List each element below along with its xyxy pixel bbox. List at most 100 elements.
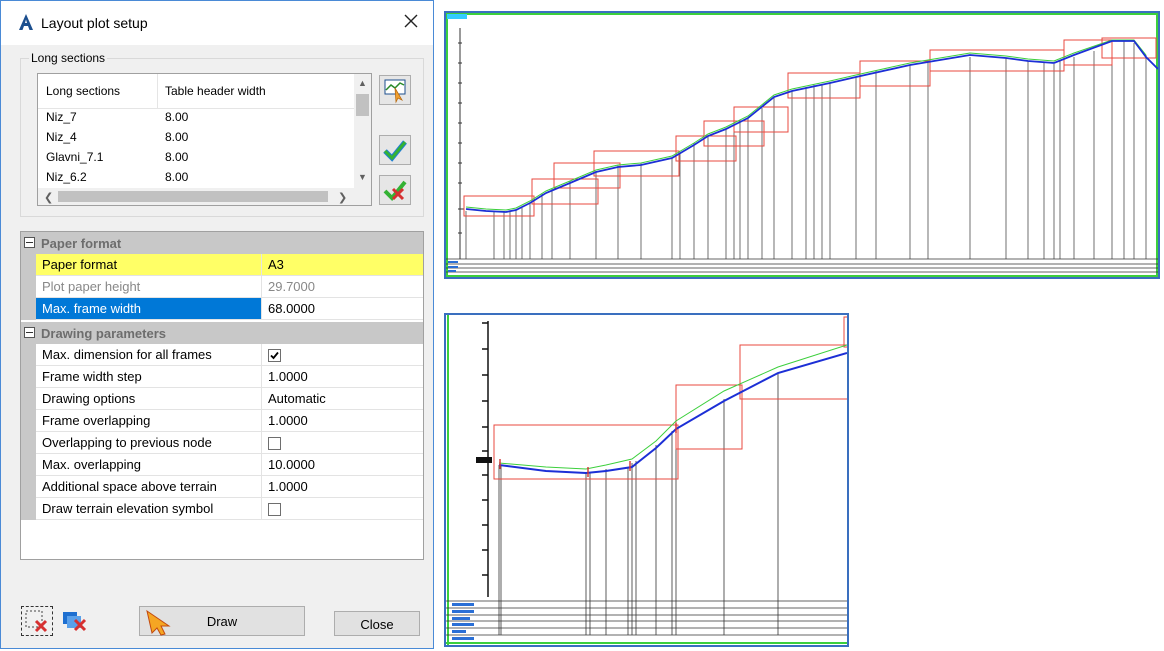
list-item-name: Niz_4 xyxy=(46,130,77,144)
row-gutter xyxy=(21,432,36,454)
prop-drawing-options[interactable]: Drawing options Automatic xyxy=(21,388,423,410)
list-item-name: Glavni_7.1 xyxy=(46,150,104,164)
category-label: Paper format xyxy=(41,236,122,251)
scroll-up-icon[interactable]: ▲ xyxy=(358,78,367,88)
autocad-a-icon xyxy=(19,14,33,30)
delete-frame-button[interactable] xyxy=(21,606,53,636)
prop-max-dimension-all-frames[interactable]: Max. dimension for all frames xyxy=(21,344,423,366)
prop-name: Frame overlapping xyxy=(36,410,262,431)
prop-max-frame-width[interactable]: Max. frame width 68.0000 xyxy=(21,298,423,320)
list-header: Long sections Table header width xyxy=(38,74,354,109)
checkbox-unchecked[interactable] xyxy=(268,437,281,450)
close-icon[interactable] xyxy=(401,11,421,31)
row-gutter xyxy=(21,366,36,388)
category-paper-format[interactable]: Paper format xyxy=(21,232,423,254)
check-all-icon xyxy=(383,140,407,162)
row-gutter xyxy=(21,344,36,366)
prop-overlap-previous-node[interactable]: Overlapping to previous node xyxy=(21,432,423,454)
select-all-button[interactable] xyxy=(379,135,411,165)
prop-value[interactable]: 10.0000 xyxy=(268,457,315,472)
scroll-left-icon[interactable]: ❮ xyxy=(44,192,54,204)
property-grid: Paper format Paper format A3 Plot paper … xyxy=(20,231,424,560)
value-highlight xyxy=(262,254,423,275)
deselect-all-button[interactable] xyxy=(379,175,411,205)
row-gutter xyxy=(21,476,36,498)
list-item-width: 8.00 xyxy=(165,170,189,184)
frame-detail-drawing xyxy=(446,315,847,645)
row-gutter xyxy=(21,254,36,276)
prop-name: Plot paper height xyxy=(36,276,262,297)
prop-max-overlapping[interactable]: Max. overlapping 10.0000 xyxy=(21,454,423,476)
pick-profile-button[interactable] xyxy=(379,75,411,105)
uncheck-all-icon xyxy=(383,180,407,201)
long-sections-group xyxy=(20,58,424,217)
collapse-icon[interactable] xyxy=(24,327,35,338)
list-item[interactable]: Niz_6.2 8.00 xyxy=(38,167,354,187)
prop-name: Drawing options xyxy=(36,388,262,409)
prop-name: Max. overlapping xyxy=(36,454,262,475)
preview-frame-detail xyxy=(444,313,849,647)
prop-draw-terrain-symbol[interactable]: Draw terrain elevation symbol xyxy=(21,498,423,520)
category-label: Drawing parameters xyxy=(41,326,166,341)
collapse-icon[interactable] xyxy=(24,237,35,248)
draw-button-label: Draw xyxy=(206,614,238,629)
prop-name: Draw terrain elevation symbol xyxy=(36,498,262,519)
prop-value[interactable]: 1.0000 xyxy=(268,369,308,384)
long-section-drawing xyxy=(446,13,1158,277)
row-gutter xyxy=(21,410,36,432)
close-button-label: Close xyxy=(360,617,394,632)
prop-name: Max. frame width xyxy=(36,298,262,319)
scroll-corner xyxy=(354,188,371,205)
header-divider xyxy=(157,74,158,108)
long-sections-list[interactable]: Long sections Table header width Niz_7 8… xyxy=(37,73,372,206)
draw-arrow-icon xyxy=(146,609,171,636)
prop-name: Max. dimension for all frames xyxy=(36,344,262,365)
list-item-name: Niz_7 xyxy=(46,110,77,124)
list-item-width: 8.00 xyxy=(165,150,189,164)
prop-paper-format[interactable]: Paper format A3 xyxy=(21,254,423,276)
long-sections-group-label: Long sections xyxy=(29,51,108,65)
close-button[interactable]: Close xyxy=(334,611,420,636)
prop-value[interactable]: Automatic xyxy=(268,391,326,406)
scroll-right-icon[interactable]: ❯ xyxy=(338,192,348,204)
checkmark-icon xyxy=(270,351,279,360)
list-item-width: 8.00 xyxy=(165,110,189,124)
prop-name: Additional space above terrain xyxy=(36,476,262,497)
scroll-down-icon[interactable]: ▼ xyxy=(358,172,367,182)
draw-button[interactable]: Draw xyxy=(139,606,305,636)
title-bar: Layout plot setup xyxy=(1,1,433,45)
prop-name: Overlapping to previous node xyxy=(36,432,262,453)
checkbox-unchecked[interactable] xyxy=(268,503,281,516)
delete-all-frames-button[interactable] xyxy=(60,606,92,636)
scroll-thumb[interactable] xyxy=(356,94,369,116)
horizontal-scrollbar[interactable]: ❮ ❯ xyxy=(38,188,354,205)
prop-value[interactable]: 1.0000 xyxy=(268,479,308,494)
prop-name: Paper format xyxy=(36,254,262,275)
hscroll-thumb[interactable] xyxy=(58,191,328,202)
prop-value[interactable]: 1.0000 xyxy=(268,413,308,428)
prop-additional-space[interactable]: Additional space above terrain 1.0000 xyxy=(21,476,423,498)
preview-full-profile xyxy=(444,11,1160,279)
delete-all-frames-icon xyxy=(63,612,87,632)
row-gutter xyxy=(21,276,36,298)
row-gutter xyxy=(21,298,36,320)
prop-value[interactable]: 29.7000 xyxy=(268,279,315,294)
row-gutter xyxy=(21,388,36,410)
list-item-name: Niz_6.2 xyxy=(46,170,87,184)
col-header-table-header-width[interactable]: Table header width xyxy=(165,84,266,98)
category-drawing-parameters[interactable]: Drawing parameters xyxy=(21,322,423,344)
prop-value[interactable]: 68.0000 xyxy=(268,301,315,316)
delete-frame-icon xyxy=(25,610,48,633)
prop-plot-paper-height[interactable]: Plot paper height 29.7000 xyxy=(21,276,423,298)
prop-frame-width-step[interactable]: Frame width step 1.0000 xyxy=(21,366,423,388)
layout-plot-setup-dialog: Layout plot setup Long sections Long sec… xyxy=(0,0,434,649)
list-item[interactable]: Niz_7 8.00 xyxy=(38,107,354,127)
prop-value[interactable]: A3 xyxy=(268,257,284,272)
list-item[interactable]: Glavni_7.1 8.00 xyxy=(38,147,354,167)
dialog-title: Layout plot setup xyxy=(41,15,148,31)
prop-frame-overlapping[interactable]: Frame overlapping 1.0000 xyxy=(21,410,423,432)
checkbox-checked[interactable] xyxy=(268,349,281,362)
col-header-long-sections[interactable]: Long sections xyxy=(46,84,121,98)
vertical-scrollbar[interactable]: ▲ ▼ xyxy=(354,74,371,188)
list-item[interactable]: Niz_4 8.00 xyxy=(38,127,354,147)
